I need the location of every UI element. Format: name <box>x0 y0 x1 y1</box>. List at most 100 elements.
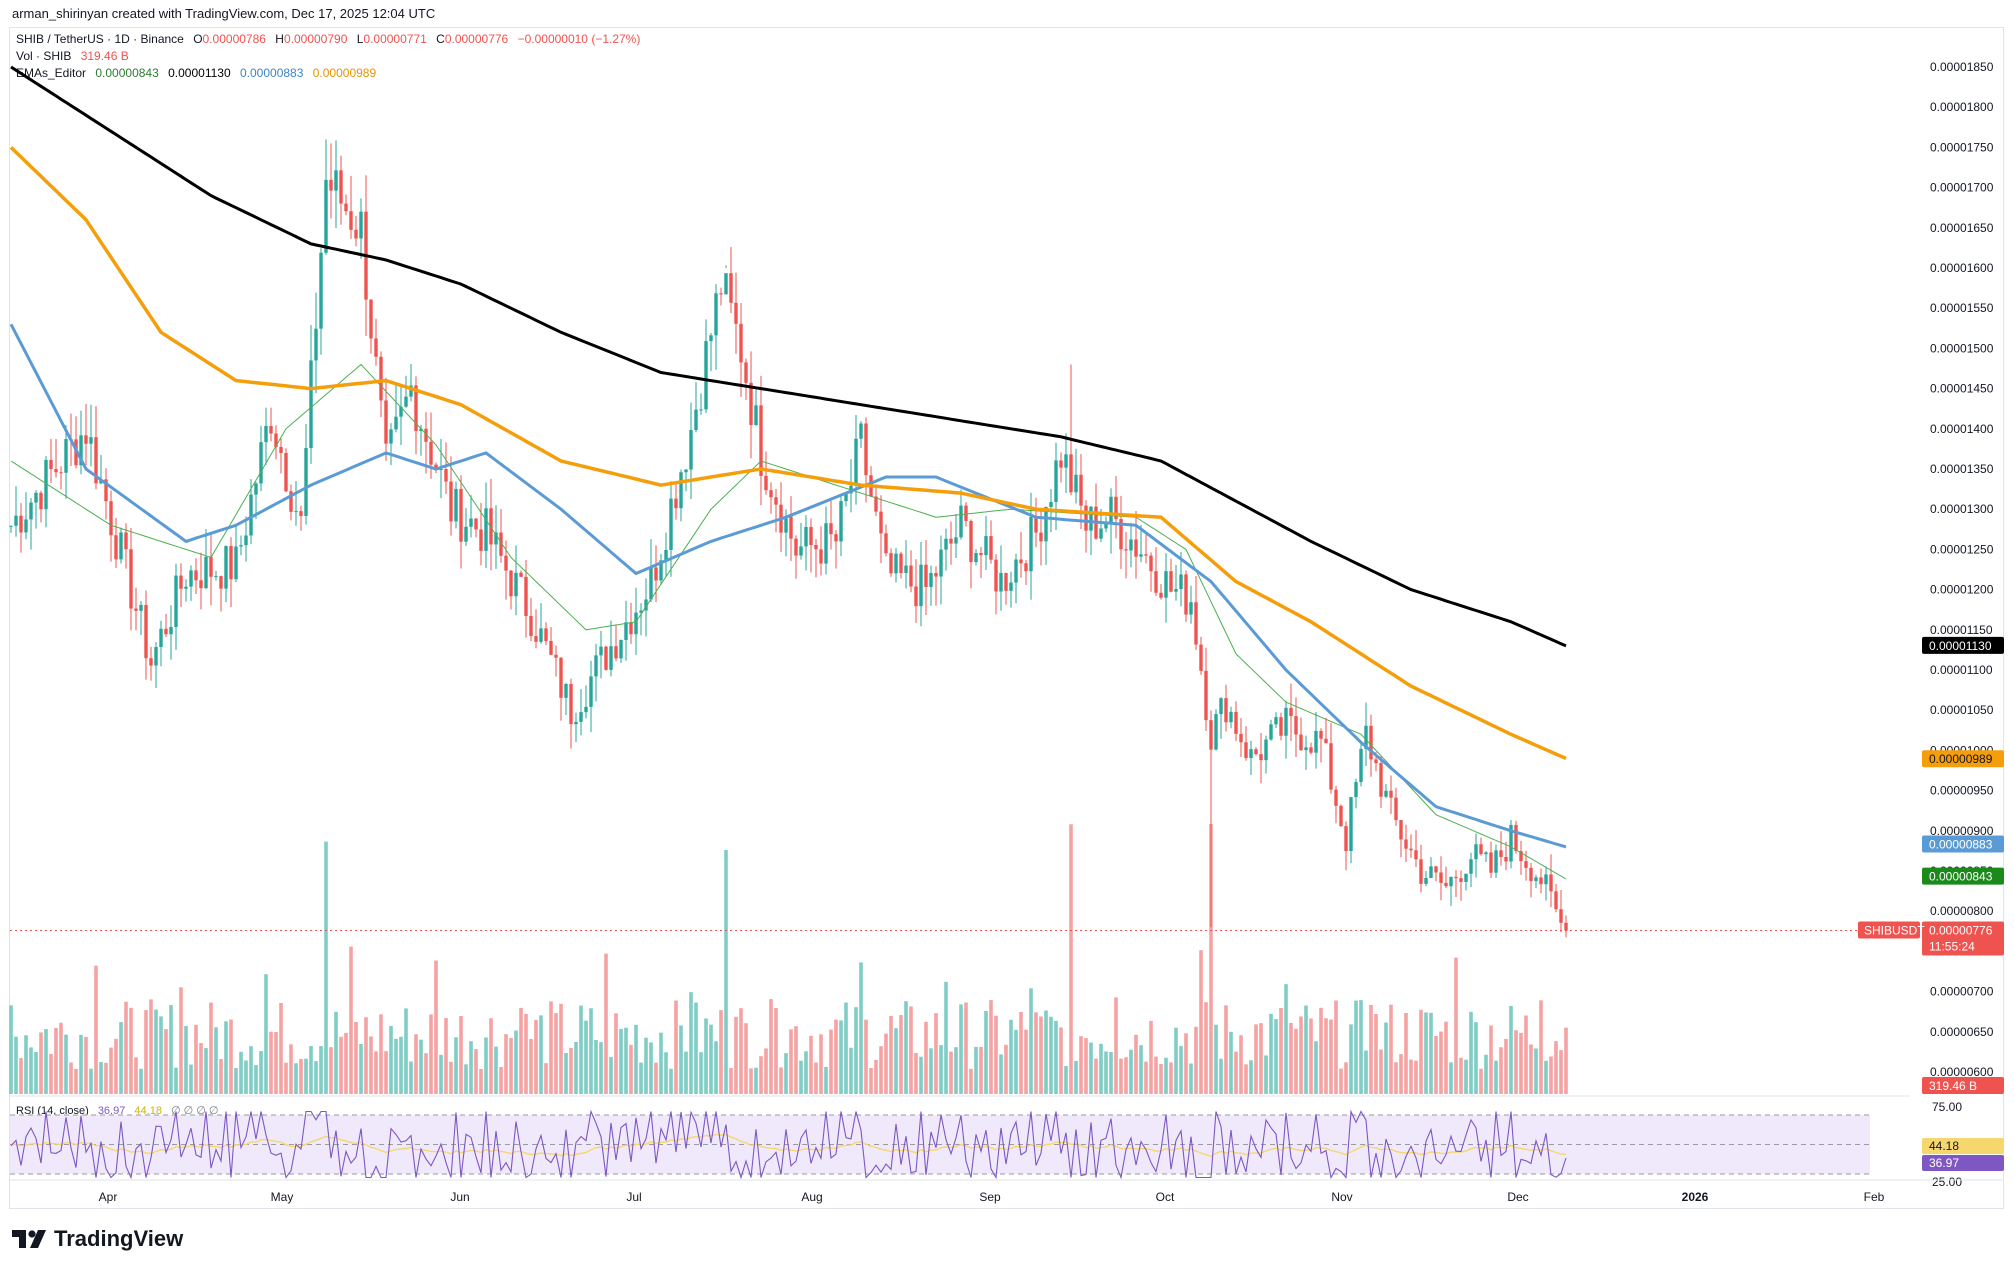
volume-bar <box>509 1037 513 1094</box>
volume-bar <box>154 1009 158 1094</box>
volume-bar <box>114 1038 118 1094</box>
candle-body <box>1014 559 1018 583</box>
candle-body <box>739 323 743 363</box>
rsi-ma-value: 44.18 <box>134 1105 162 1117</box>
candle-body <box>694 409 698 431</box>
high-value: H0.00000790 <box>275 32 348 46</box>
volume-bar <box>554 1013 558 1094</box>
volume-bar <box>194 1024 198 1094</box>
candle-body <box>1204 670 1208 721</box>
ema-label[interactable]: EMAs_Editor <box>16 66 87 80</box>
candle-body <box>1194 602 1198 645</box>
candle-body <box>1199 644 1203 671</box>
candle-body <box>1389 790 1393 798</box>
volume-bar <box>694 1002 698 1094</box>
volume-bar <box>729 1068 733 1094</box>
candle-body <box>1054 460 1058 502</box>
candle-body <box>599 646 603 656</box>
volume-bar <box>249 1046 253 1094</box>
volume-bar <box>29 1047 33 1094</box>
volume-tag-bg <box>1922 1077 2004 1094</box>
time-tick-label: Aug <box>801 1190 822 1204</box>
candle-body <box>259 442 263 484</box>
volume-bar <box>814 1062 818 1094</box>
volume-bar <box>924 1021 928 1094</box>
volume-bar <box>364 1017 368 1094</box>
symbol-name[interactable]: SHIB / TetherUS · 1D · Binance <box>16 32 184 46</box>
candle-body <box>104 479 108 502</box>
candle-body <box>919 564 923 607</box>
candle-body <box>59 472 63 474</box>
volume-bar <box>1244 1064 1248 1094</box>
volume-bar <box>309 1045 313 1094</box>
price-tick-label: 0.00001800 <box>1930 100 1994 114</box>
volume-bar <box>264 974 268 1094</box>
volume-bar <box>484 1037 488 1094</box>
volume-bar <box>1079 1036 1083 1094</box>
volume-bar <box>49 1053 53 1094</box>
volume-bar <box>1069 824 1073 1094</box>
volume-bar <box>19 1058 23 1094</box>
volume-bar <box>1264 1055 1268 1094</box>
candle-body <box>1334 789 1338 806</box>
volume-bar <box>384 1051 388 1094</box>
candle-body <box>334 170 338 191</box>
volume-bar <box>949 1051 953 1094</box>
candle-body <box>539 628 543 642</box>
candle-body <box>509 570 513 597</box>
candle-body <box>1004 572 1008 591</box>
volume-bar <box>979 1046 983 1094</box>
candle-body <box>1459 878 1463 882</box>
candle-body <box>1359 748 1363 783</box>
candle-body <box>1489 852 1493 873</box>
volume-bar <box>24 1035 28 1094</box>
candle-body <box>814 544 818 550</box>
volume-bar <box>929 1048 933 1094</box>
volume-bar <box>1514 1030 1518 1094</box>
candle-body <box>1414 850 1418 860</box>
volume-legend[interactable]: Vol · SHIB 319.46 B <box>16 49 135 63</box>
candle-body <box>759 405 763 476</box>
price-chart[interactable]: 0.00001850 0.00001800 0.00001750 0.00001700… <box>0 0 2014 1220</box>
volume-bar <box>1444 1021 1448 1094</box>
candle-body <box>644 599 648 611</box>
candle-body <box>749 382 753 426</box>
candle-body <box>1399 820 1403 840</box>
volume-bar <box>1139 1045 1143 1094</box>
volume-bar <box>459 1016 463 1094</box>
volume-bar <box>1234 1051 1238 1094</box>
candle-body <box>479 529 483 551</box>
volume-bar <box>1074 1060 1078 1094</box>
rsi-label[interactable]: RSI (14, close) <box>16 1105 89 1117</box>
candle-body <box>929 572 933 587</box>
volume-bar <box>964 1002 968 1094</box>
volume-bar <box>854 1007 858 1094</box>
time-tick-label: Dec <box>1507 1190 1528 1204</box>
candle-body <box>649 567 653 600</box>
volume-bar <box>329 1047 333 1094</box>
candle-body <box>84 435 88 444</box>
volume-bar <box>1034 1012 1038 1094</box>
volume-bar <box>1299 1016 1303 1094</box>
price-tick-label: 0.00000950 <box>1930 784 1994 798</box>
price-tick-label: 0.00001350 <box>1930 462 1994 476</box>
candle-body <box>824 523 828 564</box>
volume-bar <box>159 1016 163 1094</box>
candle-body <box>939 549 943 577</box>
volume-bar <box>304 1058 308 1094</box>
candle-body <box>544 628 548 641</box>
candle-body <box>1509 824 1513 862</box>
volume-bar <box>869 1067 873 1094</box>
volume-bar <box>494 1046 498 1094</box>
candle-body <box>54 468 58 473</box>
volume-label[interactable]: Vol · SHIB <box>16 49 72 63</box>
volume-bar <box>124 1001 128 1094</box>
ema-legend[interactable]: EMAs_Editor 0.00000843 0.00001130 0.0000… <box>16 66 382 80</box>
volume-bar <box>109 1047 113 1094</box>
candle-body <box>139 604 143 611</box>
symbol-legend[interactable]: SHIB / TetherUS · 1D · Binance O0.000007… <box>16 32 646 46</box>
volume-bar <box>1449 1062 1453 1094</box>
candle-body <box>554 654 558 658</box>
candle-body <box>1364 725 1368 749</box>
volume-bar <box>149 999 153 1094</box>
